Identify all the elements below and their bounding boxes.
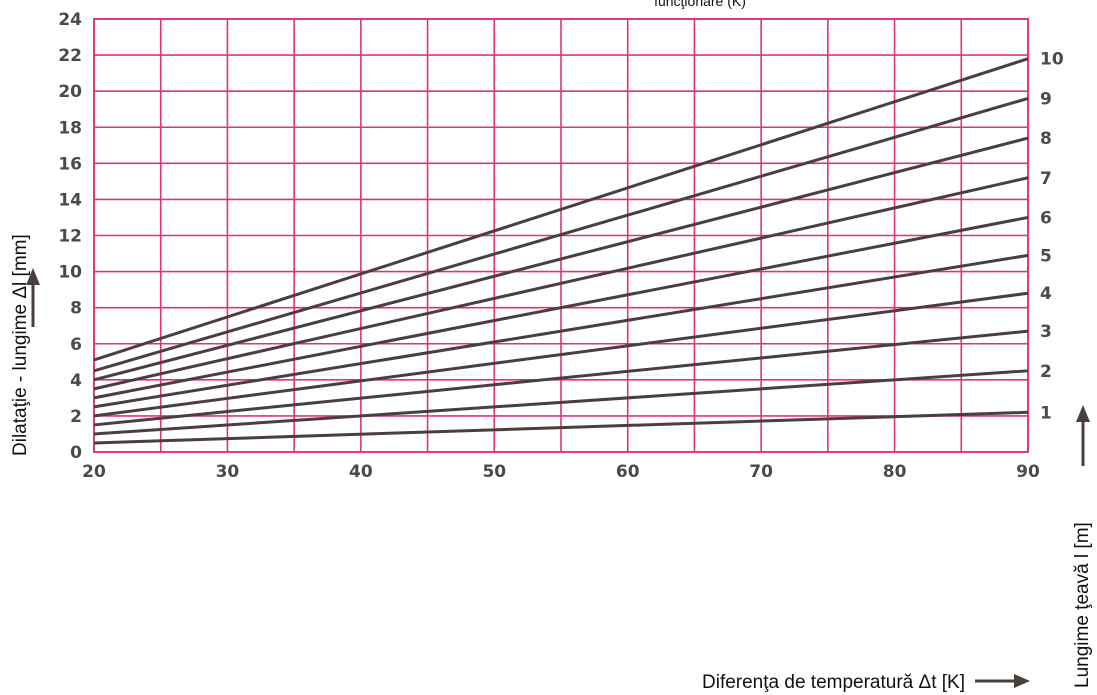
x-axis-arrow-icon xyxy=(975,674,1030,688)
y-tick-label: 24 xyxy=(58,10,82,30)
series-end-labels: 1 2 3 4 5 6 7 8 9 10 xyxy=(1040,50,1064,424)
plot-grid xyxy=(93,18,1029,453)
x-tick-label: 90 xyxy=(1016,462,1040,482)
y-tick-label: 20 xyxy=(58,82,82,102)
y-tick-label: 4 xyxy=(70,371,82,391)
y-tick-label: 12 xyxy=(58,227,82,247)
y-tick-label: 14 xyxy=(58,190,82,210)
x-tick-label: 60 xyxy=(616,462,640,482)
top-label-fragment: funcţionare (K) xyxy=(654,0,746,9)
x-tick-label: 50 xyxy=(482,462,506,482)
series-label-10: 10 xyxy=(1040,50,1064,70)
x-axis-label: Diferenţa de temperatură Δt [K] xyxy=(702,672,965,693)
y-axis-label: Dilataţie - lungime Δl [mm] xyxy=(10,234,31,456)
series-label-8: 8 xyxy=(1040,129,1052,149)
y2-axis-title: Lungime ţeavă l [m] xyxy=(1072,405,1093,688)
series-label-5: 5 xyxy=(1040,246,1052,266)
series-label-6: 6 xyxy=(1040,208,1052,228)
y-tick-label: 22 xyxy=(58,46,82,66)
series-line-3 xyxy=(93,329,1029,427)
series-lines xyxy=(93,57,1029,445)
x-axis-title: Diferenţa de temperatură Δt [K] xyxy=(702,672,1030,693)
x-tick-label: 40 xyxy=(349,462,373,482)
x-tick-label: 20 xyxy=(82,462,106,482)
series-label-2: 2 xyxy=(1040,362,1052,382)
y2-axis-arrow-icon xyxy=(1076,405,1090,466)
series-line-6 xyxy=(93,215,1029,400)
series-label-4: 4 xyxy=(1040,284,1052,304)
x-tick-label: 30 xyxy=(216,462,240,482)
series-line-4 xyxy=(93,291,1029,418)
y-tick-label: 10 xyxy=(58,263,82,283)
y-tick-label: 18 xyxy=(58,118,82,138)
y-tick-label: 16 xyxy=(58,154,82,174)
x-tick-label: 70 xyxy=(749,462,773,482)
series-line-10 xyxy=(93,57,1029,362)
y-axis-arrow-icon xyxy=(26,268,40,327)
y-tick-label: 0 xyxy=(70,443,82,463)
series-label-1: 1 xyxy=(1040,403,1052,423)
series-line-1 xyxy=(93,410,1029,445)
y-tick-label: 6 xyxy=(70,335,82,355)
plot-border xyxy=(93,18,1029,453)
series-label-3: 3 xyxy=(1040,322,1052,342)
y-tick-label: 2 xyxy=(70,407,82,427)
y-tick-label: 8 xyxy=(70,299,82,319)
x-tick-label: 80 xyxy=(883,462,907,482)
series-label-9: 9 xyxy=(1040,89,1052,109)
x-tick-labels: 20 30 40 50 60 70 80 90 xyxy=(82,462,1040,482)
series-line-8 xyxy=(93,136,1029,382)
y2-axis-label: Lungime ţeavă l [m] xyxy=(1072,522,1093,688)
y-axis-title: Dilataţie - lungime Δl [mm] xyxy=(10,234,40,456)
series-label-7: 7 xyxy=(1040,169,1052,189)
series-line-7 xyxy=(93,176,1029,391)
series-line-5 xyxy=(93,253,1029,409)
series-line-2 xyxy=(93,369,1029,436)
series-line-9 xyxy=(93,96,1029,373)
